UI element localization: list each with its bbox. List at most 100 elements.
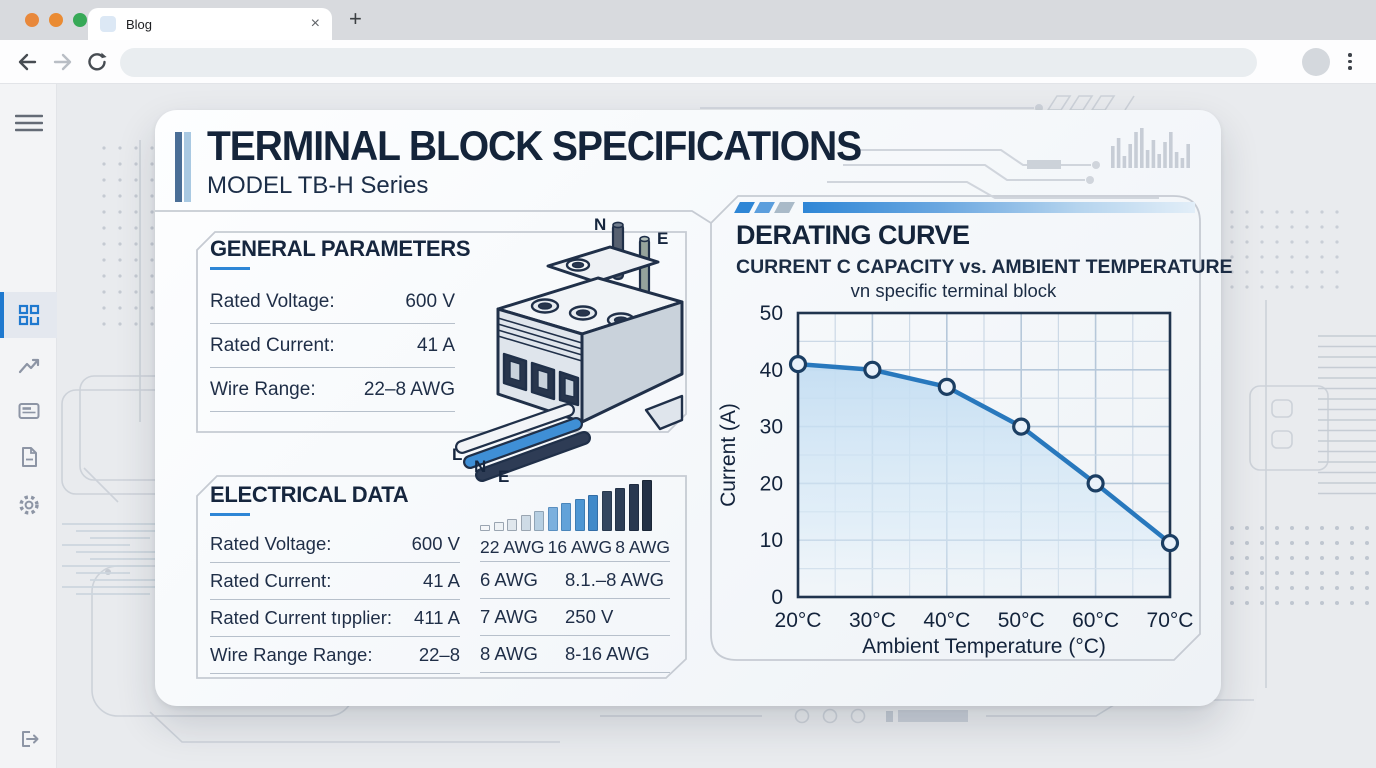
address-bar[interactable] xyxy=(120,48,1257,77)
tab-close-icon[interactable]: × xyxy=(310,15,320,32)
spec-label: Rated Current tıpplier: xyxy=(210,607,393,628)
awg-bar xyxy=(534,511,544,531)
tab-title: Blog xyxy=(126,16,153,32)
spec-value: 41 A xyxy=(422,570,460,591)
awg-size-bars xyxy=(480,478,670,531)
awg-bar xyxy=(520,515,531,531)
svg-text:20: 20 xyxy=(760,472,783,495)
wires xyxy=(455,403,591,482)
page-title: TERMINAL BLOCK SPECIFICATIONS xyxy=(207,122,862,169)
svg-text:20°C: 20°C xyxy=(775,609,822,632)
article-card-icon xyxy=(18,403,39,419)
sidebar-menu-button[interactable] xyxy=(0,100,57,146)
awg-label: 6 AWG xyxy=(480,569,538,590)
spec-label: Rated Voltage: xyxy=(210,533,332,554)
trend-arrow-icon xyxy=(18,358,39,374)
browser-tab[interactable]: Blog × xyxy=(88,8,332,40)
awg-scale-label: 16 AWG xyxy=(547,537,613,557)
browser-menu-icon[interactable] xyxy=(1348,50,1352,73)
spec-row: Wire Range: 22–8 AWG xyxy=(210,368,455,412)
wire-label-n: N xyxy=(474,457,486,476)
awg-bar xyxy=(601,491,612,531)
derating-chart: 0 10 20 30 40 50 20°C 30°C 40°C 50°C 60°C 70°C Curre… xyxy=(717,302,1194,658)
svg-text:50°C: 50°C xyxy=(998,609,1045,632)
sidebar-item-articles[interactable] xyxy=(0,388,57,434)
page-subtitle: MODEL TB-H Series xyxy=(207,172,429,199)
browser-tabstrip: Blog × + xyxy=(0,0,1376,40)
awg-value: 8.1.–8 AWG xyxy=(565,569,665,590)
general-parameters-section: GENERAL PARAMETERS Rated Voltage: 600 V … xyxy=(210,236,471,412)
forward-icon[interactable] xyxy=(50,50,74,74)
heading-underline xyxy=(210,267,250,270)
wire-label-l: L xyxy=(452,445,462,464)
svg-text:60°C: 60°C xyxy=(1072,609,1119,632)
spec-value: 22–8 AWG xyxy=(363,378,455,400)
awg-bar xyxy=(561,503,571,531)
electrical-data-heading: ELECTRICAL DATA xyxy=(210,482,409,507)
derating-gradient-bar xyxy=(803,202,1195,213)
general-parameters-heading: GENERAL PARAMETERS xyxy=(210,236,471,261)
spec-value: 41 A xyxy=(416,334,455,356)
awg-bar xyxy=(493,522,504,531)
window-minimize-button[interactable] xyxy=(49,13,63,27)
derating-curve-subheading: CURRENT C CAPACITY vs. AMBIENT TEMPERATU… xyxy=(736,256,1233,278)
awg-bar xyxy=(642,480,652,531)
svg-text:50: 50 xyxy=(760,302,783,325)
title-accent-bar-dark xyxy=(175,132,182,202)
pin-label-n: N xyxy=(594,215,606,234)
sidebar-item-trends[interactable] xyxy=(0,344,57,390)
awg-value: 8-16 AWG xyxy=(565,643,650,664)
awg-label: 7 AWG xyxy=(480,606,538,627)
title-accent-bar-light xyxy=(184,132,191,202)
sidebar-logout-button[interactable] xyxy=(0,716,57,762)
derating-stripe xyxy=(734,202,755,213)
wire-label-e: E xyxy=(498,467,509,486)
pin-label-e: E xyxy=(657,229,668,248)
spec-label: Rated Current: xyxy=(210,570,332,591)
window-close-button[interactable] xyxy=(25,13,39,27)
sidebar-item-settings[interactable] xyxy=(0,482,57,528)
awg-row: 6 AWG 8.1.–8 AWG xyxy=(480,562,670,599)
reload-icon[interactable] xyxy=(85,50,109,74)
document-icon xyxy=(21,447,37,467)
svg-text:Current (A): Current (A) xyxy=(717,403,740,507)
heading-underline xyxy=(210,513,250,516)
svg-text:Ambient Temperature (°C): Ambient Temperature (°C) xyxy=(862,635,1106,658)
awg-scale-label: 22 AWG xyxy=(480,537,545,557)
browser-toolbar xyxy=(0,40,1376,84)
hamburger-icon xyxy=(14,114,43,132)
spec-value: 600 V xyxy=(405,290,455,312)
derating-curve-subheading2: vn specific terminal block xyxy=(850,280,1057,301)
spec-row: Wire Range Range: 22–8 xyxy=(210,637,460,674)
sidebar-item-documents[interactable] xyxy=(0,434,57,480)
awg-value: 250 V xyxy=(565,606,614,627)
back-icon[interactable] xyxy=(16,50,40,74)
svg-text:10: 10 xyxy=(760,529,783,552)
spec-row: Rated Voltage: 600 V xyxy=(210,280,455,324)
terminal-block-illustration: N E L N E xyxy=(452,215,684,486)
window-zoom-button[interactable] xyxy=(73,13,87,27)
svg-text:70°C: 70°C xyxy=(1147,609,1194,632)
awg-bar xyxy=(480,525,490,531)
awg-row: 8 AWG 8-16 AWG xyxy=(480,636,670,673)
sidebar-item-dashboard[interactable] xyxy=(0,292,57,338)
svg-text:30°C: 30°C xyxy=(849,609,896,632)
awg-bar xyxy=(628,484,639,531)
spec-label: Wire Range Range: xyxy=(210,644,373,665)
spec-row: Rated Current: 41 A xyxy=(210,563,460,600)
electrical-data-section: ELECTRICAL DATA Rated Voltage: 600 V Rat… xyxy=(210,482,460,674)
awg-bar xyxy=(574,499,585,531)
spec-label: Rated Voltage: xyxy=(210,290,335,312)
spec-row: Rated Current: 41 A xyxy=(210,324,455,368)
spec-label: Rated Current: xyxy=(210,334,335,356)
spec-label: Wire Range: xyxy=(210,378,316,400)
profile-avatar[interactable] xyxy=(1302,48,1330,76)
awg-label: 8 AWG xyxy=(480,643,538,664)
derating-curve-heading: DERATING CURVE xyxy=(736,220,970,250)
awg-bar xyxy=(588,495,598,531)
spec-value: 22–8 xyxy=(418,644,460,665)
new-tab-button[interactable]: + xyxy=(349,6,362,31)
spec-row: Rated Current tıpplier: 411 A xyxy=(210,600,460,637)
infographic-card: TERMINAL BLOCK SPECIFICATIONS MODEL TB-H… xyxy=(155,110,1233,706)
